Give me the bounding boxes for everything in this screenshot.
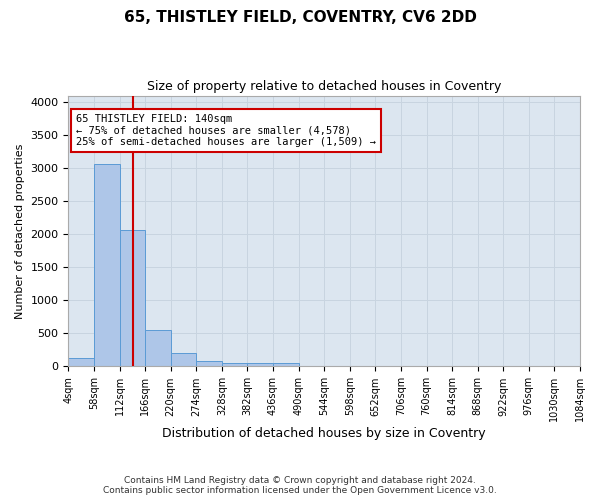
Bar <box>94 164 119 366</box>
Bar <box>273 364 299 366</box>
Bar <box>171 354 196 366</box>
Bar <box>222 363 247 366</box>
Y-axis label: Number of detached properties: Number of detached properties <box>15 144 25 318</box>
X-axis label: Distribution of detached houses by size in Coventry: Distribution of detached houses by size … <box>163 427 486 440</box>
Text: 65 THISTLEY FIELD: 140sqm
← 75% of detached houses are smaller (4,578)
25% of se: 65 THISTLEY FIELD: 140sqm ← 75% of detac… <box>76 114 376 148</box>
Bar <box>119 230 145 366</box>
Bar <box>145 330 171 366</box>
Title: Size of property relative to detached houses in Coventry: Size of property relative to detached ho… <box>147 80 502 93</box>
Bar <box>247 364 273 366</box>
Bar <box>196 361 222 366</box>
Text: 65, THISTLEY FIELD, COVENTRY, CV6 2DD: 65, THISTLEY FIELD, COVENTRY, CV6 2DD <box>124 10 476 25</box>
Text: Contains HM Land Registry data © Crown copyright and database right 2024.
Contai: Contains HM Land Registry data © Crown c… <box>103 476 497 495</box>
Bar <box>68 358 94 366</box>
